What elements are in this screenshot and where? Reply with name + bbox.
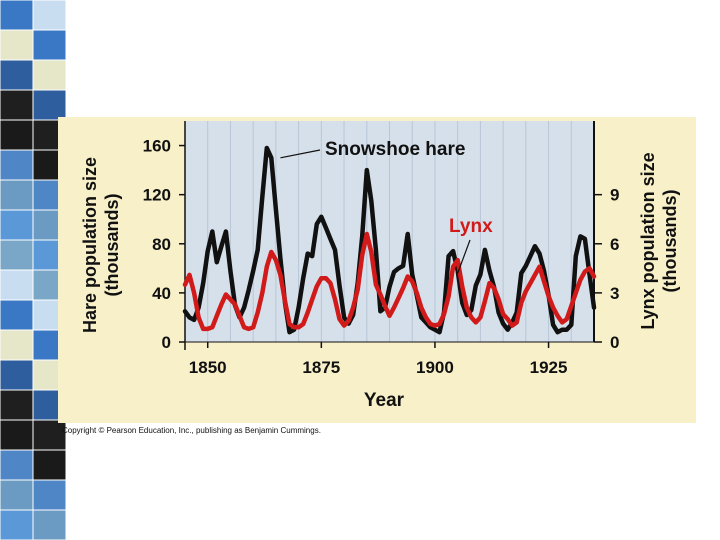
- left-tick-label: 40: [152, 284, 171, 303]
- left-axis-label-line: Hare population size: [80, 157, 100, 333]
- strip-tile: [32, 89, 66, 121]
- left-tick-label: 0: [162, 333, 171, 352]
- right-axis-label: Lynx population size (thousands): [638, 152, 680, 329]
- lynx-series-line: [182, 231, 597, 332]
- strip-tile: [0, 149, 34, 181]
- left-tick-label: 160: [143, 137, 171, 156]
- left-axis-label-line: (thousands): [102, 194, 122, 297]
- hare-annotation-leader: [280, 149, 321, 159]
- right-tick-label: 6: [610, 235, 619, 254]
- copyright-text: Copyright © Pearson Education, Inc., pub…: [62, 426, 321, 435]
- strip-tile: [32, 509, 66, 540]
- right-axis-label-line: (thousands): [660, 190, 680, 293]
- hare-annotation-label: Snowshoe hare: [325, 139, 465, 160]
- right-tick-label: 9: [610, 186, 619, 205]
- strip-tile: [0, 479, 34, 511]
- left-tick-label: 120: [143, 186, 171, 205]
- strip-tile: [32, 0, 66, 31]
- right-tick-label: 3: [610, 284, 619, 303]
- x-tick-label: 1875: [302, 358, 340, 377]
- x-axis-label: Year: [364, 390, 405, 411]
- x-tick-label: 1900: [416, 358, 454, 377]
- strip-tile: [32, 449, 66, 481]
- strip-tile: [32, 29, 66, 61]
- strip-tile: [0, 119, 34, 151]
- left-tick-label: 80: [152, 235, 171, 254]
- x-tick-label: 1850: [189, 358, 227, 377]
- strip-tile: [0, 59, 34, 91]
- hare-series-line: [182, 145, 597, 335]
- lynx-annotation-label: Lynx: [449, 216, 493, 237]
- strip-tile: [0, 239, 34, 271]
- lynx-annotation-leader: [457, 239, 471, 274]
- right-tick-label: 0: [610, 333, 619, 352]
- right-axis-label-line: Lynx population size: [638, 152, 658, 329]
- left-axis-label: Hare population size (thousands): [80, 157, 122, 333]
- strip-tile: [32, 479, 66, 511]
- x-tick-label: 1925: [530, 358, 568, 377]
